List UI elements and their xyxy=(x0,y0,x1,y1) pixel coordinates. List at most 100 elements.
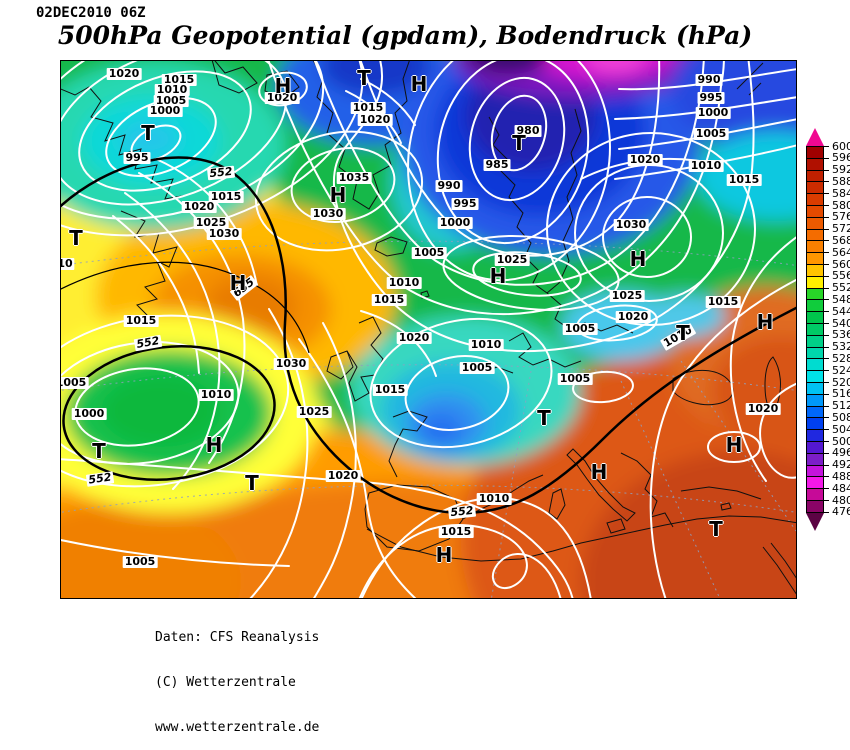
colorbar-tick xyxy=(824,240,829,242)
isobar-label: 1025 xyxy=(494,253,530,266)
low-pressure-center: T xyxy=(709,517,723,541)
colorbar-tick xyxy=(824,323,829,324)
geopotential-label: 552 xyxy=(206,164,236,181)
colorbar-tick xyxy=(824,476,829,478)
colorbar-tick xyxy=(824,299,829,301)
colorbar-label: 476 xyxy=(832,505,850,519)
high-pressure-center: H xyxy=(205,433,223,457)
colorbar-label: 488 xyxy=(832,469,850,483)
map-graphics xyxy=(61,61,796,598)
colorbar-tick xyxy=(824,500,829,501)
colorbar-tick xyxy=(824,346,829,348)
colorbar-label: 520 xyxy=(832,375,850,389)
isobar-label: 1000 xyxy=(695,106,731,119)
attribution: Daten: CFS Reanalysis (C) Wetterzentrale… xyxy=(155,600,319,750)
colorbar-tick xyxy=(824,205,829,206)
colorbar-tick xyxy=(824,382,829,383)
contour-552-cutoff-low xyxy=(62,344,276,482)
high-pressure-center: H xyxy=(489,264,507,288)
geopotential-label: 552 xyxy=(133,334,163,352)
colorbar-tick xyxy=(824,228,829,230)
high-pressure-center: H xyxy=(756,310,774,334)
isobar-label: 1015 xyxy=(208,190,244,203)
isobar-label: 1030 xyxy=(273,357,309,370)
colorbar-label: 524 xyxy=(832,363,850,377)
isobar-label: 1015 xyxy=(438,525,474,538)
colorbar-tick xyxy=(824,358,829,360)
colorbar-label: 528 xyxy=(832,351,850,365)
isobar-label: 10 xyxy=(61,258,75,270)
colorbar-label: 552 xyxy=(832,281,850,295)
colorbar-cell xyxy=(806,500,824,513)
isobar-label: 1015 xyxy=(123,314,159,327)
isobar-label: 1005 xyxy=(562,322,598,335)
low-pressure-center: T xyxy=(92,439,106,463)
isobar-label: 1030 xyxy=(613,218,649,231)
high-pressure-center: H xyxy=(410,72,428,96)
isobar-label: 1015 xyxy=(726,173,762,186)
isobar-label: 1020 xyxy=(396,331,432,344)
colorbar-label: 568 xyxy=(832,233,850,247)
colorbar-label: 572 xyxy=(832,222,850,236)
colorbar-label: 560 xyxy=(832,257,850,271)
colorbar-tick xyxy=(824,287,829,289)
isobar-label: 1015 xyxy=(371,293,407,306)
colorbar-label: 504 xyxy=(832,422,850,436)
colorbar-label: 592 xyxy=(832,163,850,177)
colorbar-label: 484 xyxy=(832,481,850,495)
low-pressure-center: T xyxy=(245,471,259,495)
colorbar: 600 596 592 588 584 580 576 572 568 564 560 556 552 5… xyxy=(806,128,850,534)
low-pressure-center: T xyxy=(69,226,83,250)
isobar-label: 1005 xyxy=(411,246,447,259)
isobar-label: 1020 xyxy=(264,91,300,104)
colorbar-tick xyxy=(824,429,829,431)
isobar-label: 1005 xyxy=(122,555,158,568)
colorbar-tick xyxy=(824,393,829,395)
geopotential-label: 552 xyxy=(447,503,477,520)
isobar-label: 1010 xyxy=(476,492,512,505)
isobar-label: 1020 xyxy=(357,113,393,126)
graticule xyxy=(61,240,796,598)
isobar-label: 1025 xyxy=(609,289,645,302)
low-pressure-center: T xyxy=(676,321,690,345)
colorbar-label: 596 xyxy=(832,151,850,165)
colorbar-tick xyxy=(824,417,829,419)
colorbar-tick xyxy=(824,216,829,218)
weather-map: 1020 1015 1010 1005 1000 995 1020 1015 1020 980 98… xyxy=(60,60,797,599)
high-pressure-center: H xyxy=(725,433,743,457)
attribution-line-copyright: (C) Wetterzentrale xyxy=(155,675,296,690)
isobar-label: 1010 xyxy=(688,159,724,172)
isobar-label: 1025 xyxy=(193,216,229,229)
isobar-label: 1000 xyxy=(437,216,473,229)
colorbar-tick xyxy=(824,405,829,407)
isobar-label: 985 xyxy=(483,158,511,171)
colorbar-tick xyxy=(824,464,829,466)
datetime-label: 02DEC2010 06Z xyxy=(36,5,146,21)
isobar-label: 1015 xyxy=(350,101,386,114)
isobar-label: 990 xyxy=(435,179,463,192)
isobar-label: 1035 xyxy=(336,171,372,184)
map-labels-layer: 1020 1015 1010 1005 1000 995 1020 1015 1020 980 98… xyxy=(61,61,796,598)
attribution-line-data: Daten: CFS Reanalysis xyxy=(155,630,320,645)
colorbar-tick xyxy=(824,334,829,336)
isobar-label: 1000 xyxy=(71,407,107,420)
colorbar-label: 492 xyxy=(832,458,850,472)
geopotential-label: 552 xyxy=(85,470,115,487)
colorbar-label: 508 xyxy=(832,410,850,424)
low-pressure-center: T xyxy=(537,406,551,430)
low-pressure-center: T xyxy=(141,121,155,145)
colorbar-label: 512 xyxy=(832,399,850,413)
colorbar-tick xyxy=(824,311,829,313)
colorbar-label: 600 xyxy=(832,139,850,153)
colorbar-label: 576 xyxy=(832,210,850,224)
isobar-label: 1010 xyxy=(154,83,190,96)
isobar-label: 1020 xyxy=(181,200,217,213)
low-pressure-center: T xyxy=(357,66,371,90)
isobar-label: 1005 xyxy=(153,94,189,107)
isobar-label: 995 xyxy=(697,91,725,104)
colorbar-label: 480 xyxy=(832,493,850,507)
colorbar-label: 496 xyxy=(832,446,850,460)
isobar-label: 1025 xyxy=(296,405,332,418)
colorbar-label: 584 xyxy=(832,186,850,200)
isobar-label: 1020 xyxy=(106,67,142,80)
